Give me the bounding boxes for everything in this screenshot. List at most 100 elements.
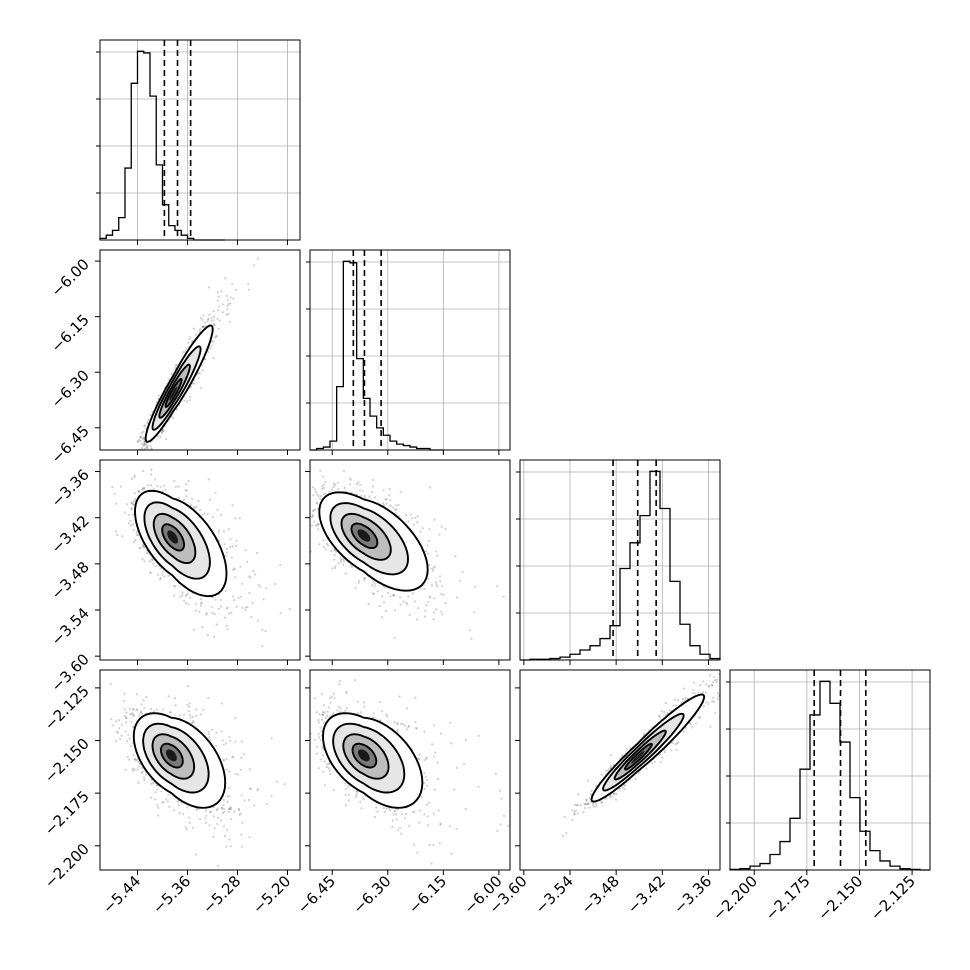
sample-point: [149, 571, 152, 574]
contour-line-1: [143, 501, 211, 580]
sample-point: [206, 633, 209, 637]
sample-point: [199, 713, 202, 716]
sample-point: [241, 606, 244, 609]
sample-point: [143, 546, 146, 549]
sample-point: [142, 444, 145, 447]
sample-point: [195, 603, 198, 606]
sample-point: [143, 425, 146, 428]
sample-point: [424, 550, 427, 553]
sample-point: [135, 531, 138, 534]
sample-point: [189, 596, 192, 599]
sample-point: [221, 812, 225, 815]
sample-point: [339, 560, 342, 563]
sample-point: [111, 486, 114, 489]
sample-point: [313, 488, 317, 491]
sample-point: [203, 325, 206, 329]
sample-point: [206, 612, 209, 615]
sample-point: [440, 592, 443, 596]
sample-point: [127, 522, 130, 525]
sample-point: [153, 798, 157, 801]
sample-point: [212, 310, 215, 313]
sample-point: [226, 606, 229, 609]
sample-point: [177, 485, 180, 488]
sample-point: [218, 319, 221, 322]
sample-point: [393, 609, 397, 612]
panel-frame: [99, 459, 301, 661]
sample-point: [156, 485, 159, 488]
sample-point: [279, 563, 282, 567]
sample-point: [432, 618, 435, 621]
sample-point: [206, 320, 209, 323]
sample-point: [203, 321, 206, 324]
sample-point: [248, 575, 251, 578]
sample-point: [161, 430, 164, 433]
sample-point: [149, 473, 153, 476]
sample-point: [384, 609, 387, 613]
sample-point: [368, 495, 371, 498]
panel-content: [129, 257, 259, 463]
sample-point: [212, 323, 215, 326]
sample-point: [137, 490, 140, 493]
sample-point: [250, 616, 253, 619]
sample-point: [204, 357, 207, 361]
sample-point: [313, 520, 316, 523]
density-peak: [167, 530, 179, 544]
sample-point: [307, 498, 309, 500]
sample-point: [129, 461, 131, 463]
sample-point: [216, 299, 219, 302]
sample-point: [139, 547, 142, 550]
sample-point: [393, 636, 396, 639]
sample-point: [249, 787, 252, 791]
sample-point: [216, 807, 219, 811]
sample-point: [142, 545, 145, 548]
sample-point: [143, 442, 147, 445]
sample-point: [212, 340, 215, 343]
sample-point: [208, 313, 211, 316]
hist-panel-3: [726, 669, 931, 875]
sample-point: [244, 606, 247, 609]
sample-point: [182, 498, 186, 501]
sample-point: [228, 838, 231, 841]
sample-point: [320, 495, 323, 498]
sample-point: [197, 377, 200, 380]
sample-point: [197, 500, 200, 503]
sample-point: [172, 416, 175, 419]
sample-point: [167, 695, 170, 698]
sample-point: [363, 496, 366, 499]
sample-point: [433, 597, 436, 600]
sample-point: [157, 394, 160, 397]
sample-point: [373, 582, 377, 585]
sample-point: [225, 845, 228, 848]
hist-panel-1: [306, 249, 511, 455]
sample-point: [502, 595, 505, 598]
sample-point: [371, 485, 375, 488]
sample-point: [188, 399, 191, 402]
sample-point: [198, 371, 201, 375]
sample-point: [219, 598, 222, 602]
sample-point: [441, 613, 444, 616]
sample-point: [238, 813, 241, 816]
sample-point: [154, 791, 157, 794]
sample-point: [152, 562, 155, 565]
sample-point: [247, 282, 250, 286]
sample-point: [239, 812, 242, 815]
sample-point: [129, 524, 133, 527]
sample-point: [178, 812, 181, 815]
sample-point: [124, 768, 127, 772]
sample-point: [288, 608, 291, 611]
sample-point: [146, 551, 149, 554]
scatter-panel-2-1: [305, 459, 511, 665]
sample-point: [238, 517, 241, 520]
sample-point: [115, 533, 119, 537]
sample-point: [334, 565, 337, 568]
sample-point: [214, 324, 217, 327]
sample-point: [461, 570, 464, 574]
sample-point: [168, 805, 171, 809]
sample-point: [333, 554, 336, 557]
sample-point: [138, 457, 140, 459]
sample-point: [414, 516, 417, 520]
sample-point: [156, 788, 159, 791]
panel-content: [109, 682, 286, 867]
sample-point: [416, 618, 419, 621]
sample-point: [141, 437, 144, 440]
